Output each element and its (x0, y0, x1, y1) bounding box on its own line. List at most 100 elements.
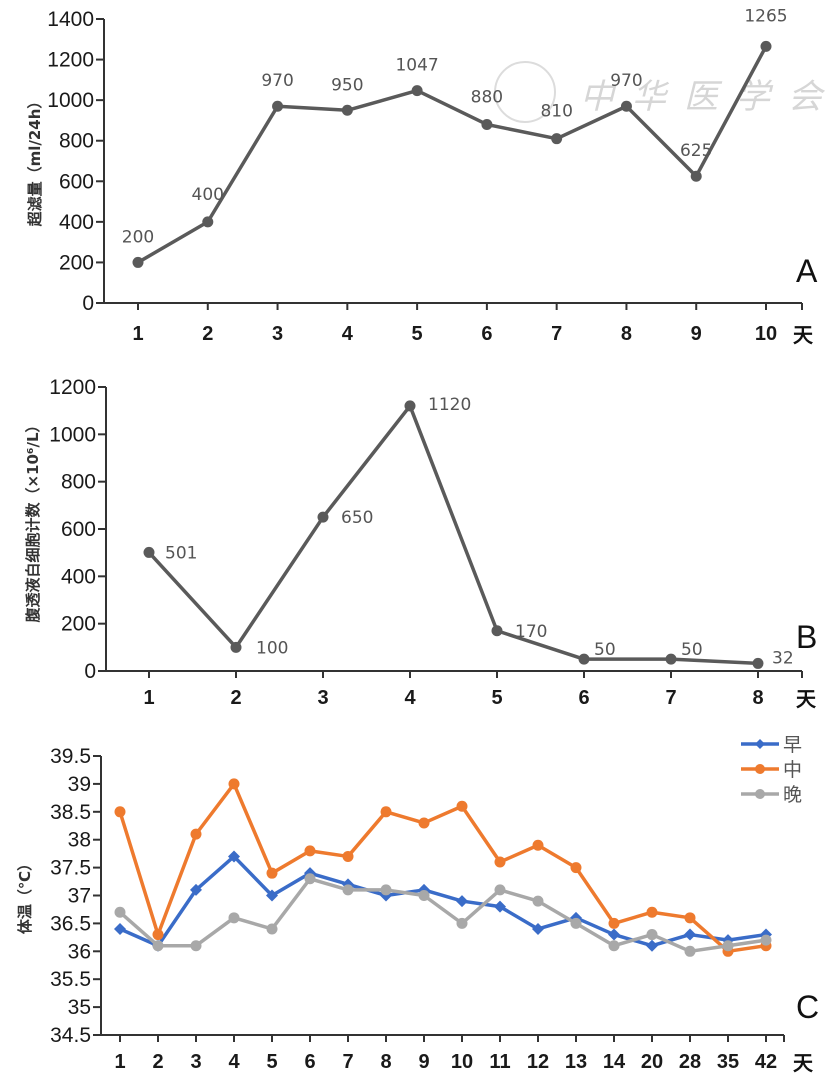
y-tick-label: 200 (61, 613, 96, 636)
data-point (491, 625, 503, 637)
data-point (456, 917, 468, 929)
data-point (152, 940, 164, 952)
data-point (665, 653, 677, 665)
data-point (380, 806, 392, 818)
x-tick-label: 8 (621, 323, 632, 345)
y-tick-label: 36 (68, 940, 91, 963)
x-tick-label: 13 (565, 1051, 587, 1073)
data-point (418, 817, 430, 829)
x-tick-label: 7 (342, 1051, 353, 1073)
data-point (202, 216, 214, 228)
x-axis-unit: 天 (793, 1051, 814, 1075)
data-point (190, 940, 202, 952)
data-label: 650 (341, 508, 373, 528)
x-tick-label: 5 (266, 1051, 277, 1073)
x-tick-label: 3 (190, 1051, 201, 1073)
y-axis-title: 超滤量（ml/24h） (26, 94, 44, 228)
x-axis-unit: 天 (793, 323, 814, 347)
data-point (722, 940, 734, 952)
data-point (494, 884, 506, 896)
y-tick-label: 600 (59, 170, 94, 193)
data-point (456, 800, 468, 812)
x-tick-label: 5 (412, 323, 423, 345)
panel-a-ultrafiltration-chart: 中华医学会 超滤量（ml/24h） A 天 020040060080010001… (26, 6, 822, 347)
data-point (190, 828, 202, 840)
data-point (342, 884, 354, 896)
x-tick-label: 28 (679, 1051, 701, 1073)
y-tick-label: 1200 (49, 376, 96, 399)
y-tick-label: 200 (59, 251, 94, 274)
data-point (228, 850, 240, 863)
data-label: 32 (772, 648, 794, 668)
x-tick-label: 3 (272, 323, 283, 345)
x-tick-label: 8 (380, 1051, 391, 1073)
legend: 早中晚 (741, 734, 802, 806)
x-tick-label: 5 (491, 687, 502, 709)
y-tick-label: 1000 (47, 89, 94, 112)
series-line-3 (118, 877, 767, 954)
data-point (570, 917, 582, 929)
data-point (228, 912, 240, 924)
x-tick-label: 2 (202, 323, 213, 345)
x-tick-label: 7 (551, 323, 562, 345)
y-tick-label: 39 (68, 773, 91, 796)
data-point (646, 929, 658, 941)
legend-marker (755, 739, 765, 749)
x-tick-label: 1 (143, 687, 154, 709)
data-point (608, 917, 620, 929)
data-point (266, 867, 278, 879)
data-point (228, 778, 240, 790)
legend-label: 中 (783, 759, 802, 781)
y-tick-label: 1000 (49, 423, 96, 446)
data-label: 50 (681, 640, 703, 660)
x-tick-label: 20 (641, 1051, 663, 1073)
legend-item: 早 (741, 734, 802, 756)
data-label: 501 (165, 543, 197, 563)
x-tick-label: 9 (691, 323, 702, 345)
data-label: 1120 (428, 395, 471, 415)
data-point (684, 928, 696, 941)
x-tick-label: 6 (578, 687, 589, 709)
panel-b-wbc-count-chart: 腹透液白细胞计数（×10⁶/L） B 天 0200400600800100012… (24, 376, 817, 711)
data-point (551, 133, 563, 145)
data-point (578, 653, 590, 665)
data-label: 170 (515, 622, 547, 642)
y-tick-label: 38 (68, 829, 91, 852)
y-tick-label: 800 (59, 130, 94, 153)
data-point (266, 889, 278, 902)
data-point (570, 862, 582, 874)
data-label: 970 (261, 71, 293, 91)
data-point (752, 657, 764, 669)
x-tick-label: 6 (481, 323, 492, 345)
legend-label: 晚 (783, 784, 802, 806)
legend-label: 早 (783, 734, 802, 756)
data-label: 1047 (395, 56, 438, 76)
x-tick-label: 1 (132, 323, 143, 345)
data-point (317, 511, 329, 523)
x-tick-label: 3 (317, 687, 328, 709)
series-line-1 (137, 45, 768, 264)
data-label: 950 (331, 75, 363, 95)
x-axis-unit: 天 (796, 687, 817, 711)
data-point (341, 104, 353, 116)
data-point (608, 940, 620, 952)
data-point (114, 806, 126, 818)
data-point (114, 922, 126, 935)
data-point (266, 923, 278, 935)
data-label: 200 (122, 227, 154, 247)
x-tick-label: 2 (230, 687, 241, 709)
data-point (404, 400, 416, 412)
panel-letter: A (796, 253, 818, 289)
y-tick-label: 0 (82, 292, 94, 315)
x-tick-label: 4 (342, 323, 354, 345)
data-label: 400 (192, 185, 224, 205)
data-point (646, 906, 658, 918)
data-label: 810 (540, 102, 572, 122)
data-point (494, 900, 506, 913)
x-tick-label: 35 (717, 1051, 739, 1073)
data-point (494, 856, 506, 868)
y-tick-label: 800 (61, 471, 96, 494)
y-tick-label: 1400 (47, 8, 94, 31)
data-point (304, 873, 316, 885)
